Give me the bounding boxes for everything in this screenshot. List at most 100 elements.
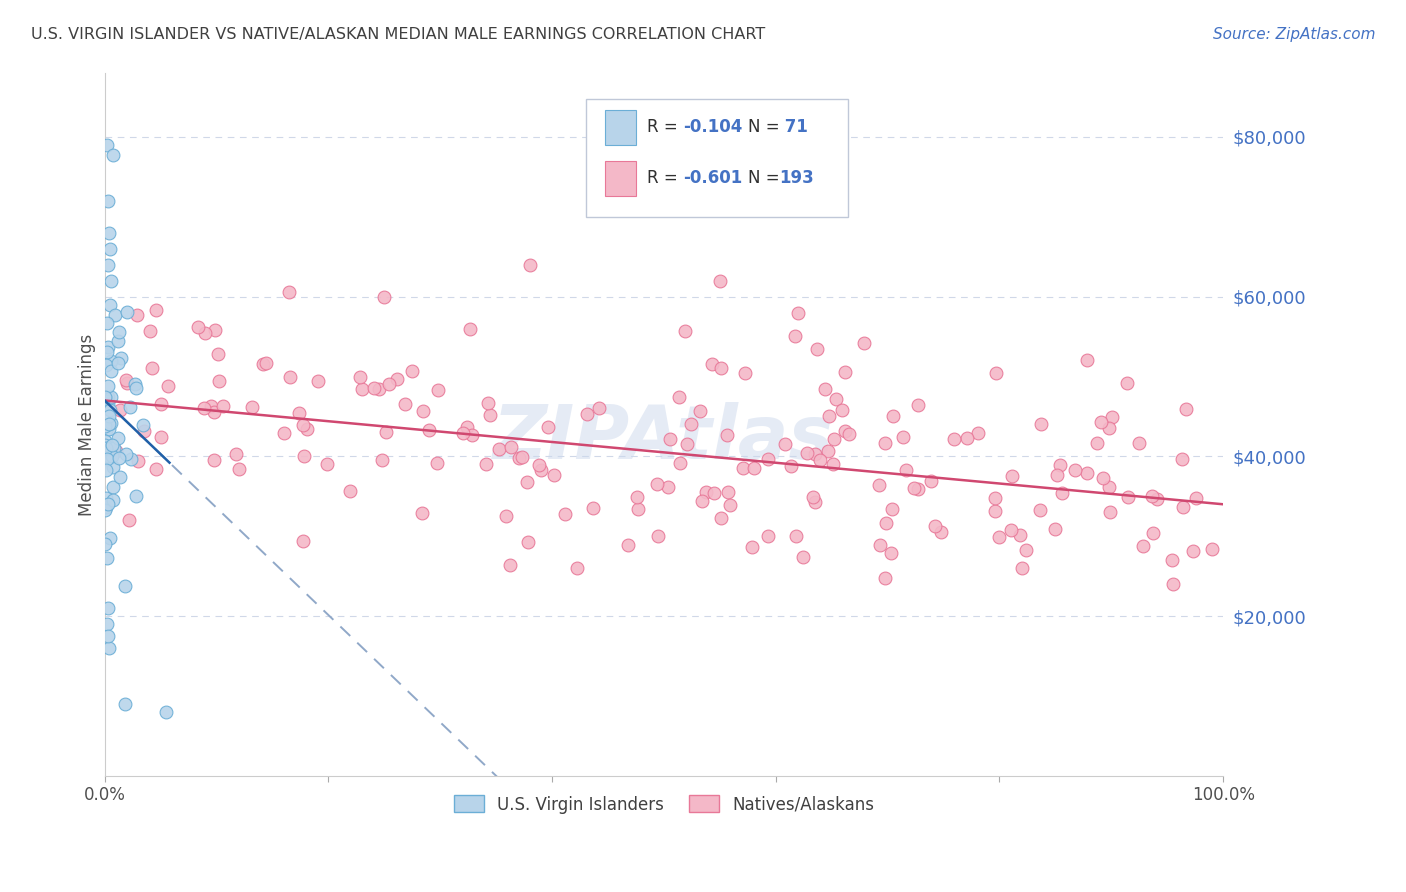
Point xyxy=(1132,540,1154,554)
Point xyxy=(823,432,845,446)
Point xyxy=(134,424,156,438)
Point xyxy=(363,381,385,395)
Point xyxy=(426,456,449,470)
Point xyxy=(96,137,118,152)
Point xyxy=(98,531,121,545)
Point xyxy=(115,374,138,388)
Point xyxy=(418,423,440,437)
Point xyxy=(873,571,896,585)
Point xyxy=(1000,523,1022,537)
Point xyxy=(690,493,713,508)
Point xyxy=(307,374,329,388)
Point xyxy=(792,550,814,565)
Point xyxy=(127,454,149,468)
Point xyxy=(984,367,1007,381)
Point xyxy=(107,356,129,370)
Point xyxy=(537,420,560,434)
Point xyxy=(967,425,990,440)
Point xyxy=(94,537,117,551)
Point xyxy=(756,529,779,543)
Point xyxy=(783,328,806,343)
Point xyxy=(508,451,530,466)
Point xyxy=(1140,489,1163,503)
Point xyxy=(118,401,141,415)
Point xyxy=(193,401,215,416)
Point xyxy=(658,432,681,446)
Point xyxy=(132,417,155,432)
Text: R =: R = xyxy=(647,118,683,136)
Point xyxy=(808,453,831,467)
Point xyxy=(208,374,231,388)
Point xyxy=(1001,468,1024,483)
Point xyxy=(127,308,149,322)
Point xyxy=(451,425,474,440)
Point xyxy=(349,369,371,384)
Point xyxy=(956,431,979,445)
Point xyxy=(801,490,824,504)
Point xyxy=(1182,543,1205,558)
Text: -0.104: -0.104 xyxy=(683,118,742,136)
Text: N =: N = xyxy=(748,169,785,186)
Point xyxy=(1092,471,1115,485)
Text: Source: ZipAtlas.com: Source: ZipAtlas.com xyxy=(1212,27,1375,42)
Point xyxy=(669,456,692,470)
Point xyxy=(1045,522,1067,536)
Point xyxy=(368,383,391,397)
Point xyxy=(695,485,717,500)
Point xyxy=(1142,526,1164,541)
Point xyxy=(125,381,148,395)
Point xyxy=(495,508,517,523)
Point xyxy=(98,298,121,312)
Point xyxy=(984,491,1007,505)
Point xyxy=(97,417,120,431)
Point xyxy=(149,396,172,410)
Point xyxy=(292,534,315,549)
Point xyxy=(120,451,142,466)
Point xyxy=(814,382,837,396)
Text: 193: 193 xyxy=(779,169,814,186)
Point xyxy=(98,226,121,240)
Point xyxy=(97,340,120,354)
Point xyxy=(94,418,117,433)
Point xyxy=(1128,435,1150,450)
Point xyxy=(543,468,565,483)
Point xyxy=(107,334,129,348)
Point xyxy=(617,538,640,552)
Point xyxy=(228,462,250,476)
Point xyxy=(920,474,942,488)
Point xyxy=(141,360,163,375)
Point xyxy=(155,705,177,719)
Point xyxy=(796,446,818,460)
Bar xyxy=(605,111,636,145)
Text: U.S. VIRGIN ISLANDER VS NATIVE/ALASKAN MEDIAN MALE EARNINGS CORRELATION CHART: U.S. VIRGIN ISLANDER VS NATIVE/ALASKAN M… xyxy=(31,27,765,42)
Point xyxy=(212,399,235,413)
Point xyxy=(831,403,853,417)
Point xyxy=(150,429,173,443)
Point xyxy=(96,379,118,393)
Point xyxy=(108,325,131,339)
Point xyxy=(519,258,541,272)
Point xyxy=(731,461,754,475)
Point xyxy=(96,316,118,330)
Point xyxy=(117,376,139,391)
Point xyxy=(510,450,533,464)
Point xyxy=(97,391,120,405)
Legend: U.S. Virgin Islanders, Natives/Alaskans: U.S. Virgin Islanders, Natives/Alaskans xyxy=(447,789,880,821)
Point xyxy=(98,403,121,417)
Point xyxy=(339,483,361,498)
Point xyxy=(1161,577,1184,591)
Point xyxy=(254,356,277,370)
Point xyxy=(110,470,132,484)
Point xyxy=(387,372,409,386)
Point xyxy=(412,404,434,418)
Point xyxy=(117,305,139,319)
Point xyxy=(100,354,122,368)
Point xyxy=(894,463,917,477)
Point xyxy=(108,451,131,466)
Point xyxy=(377,376,399,391)
Point xyxy=(394,397,416,411)
Point xyxy=(101,460,124,475)
Point xyxy=(1015,542,1038,557)
Point xyxy=(100,364,122,378)
Point xyxy=(124,377,146,392)
